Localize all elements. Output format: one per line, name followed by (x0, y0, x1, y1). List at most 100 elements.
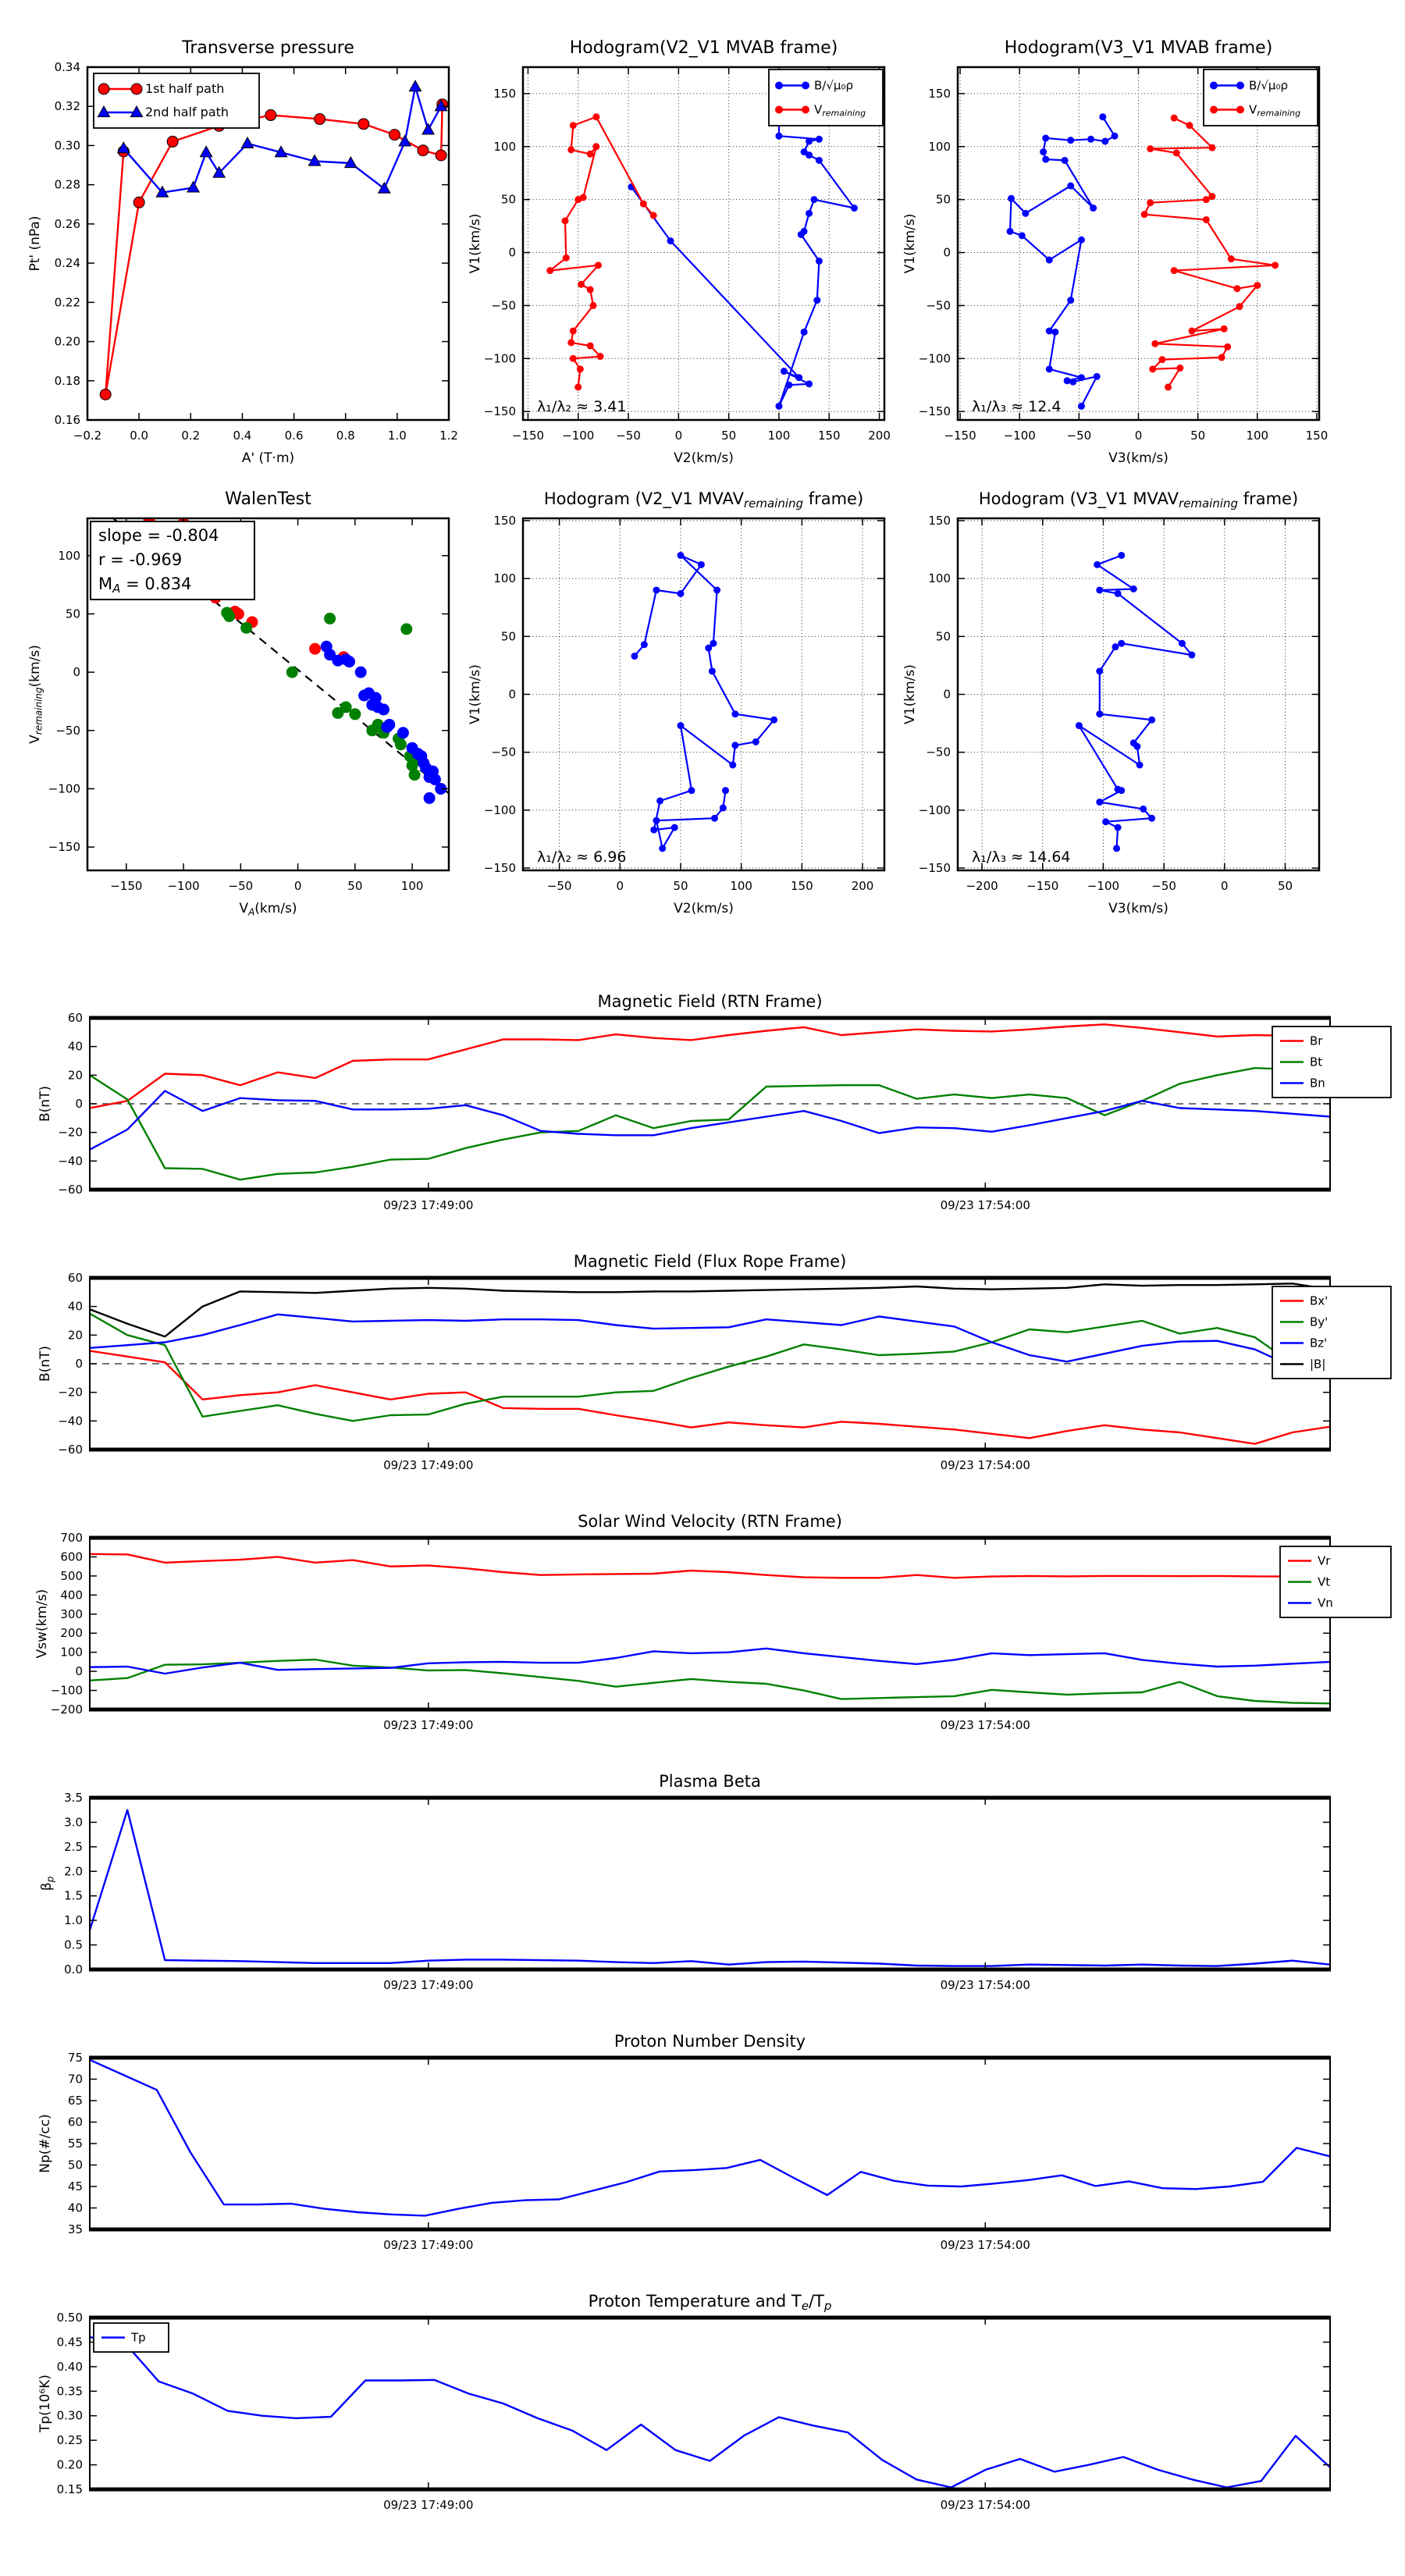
hodogram-v2v1-mvav-ytick-2: −50 (491, 745, 516, 760)
magnetic-field-rtn-ytick-5: 40 (68, 1040, 83, 1054)
walen-test-ytick-3: 0 (73, 665, 80, 679)
hodogram-v2v1-mvav-ytick-6: 150 (493, 514, 516, 528)
transverse-pressure-legend-label-1: 2nd half path (145, 105, 229, 119)
proton-number-density-title: Proton Number Density (614, 2032, 806, 2051)
magnetic-field-rtn-bn-line (90, 1090, 1330, 1151)
hodogram-v2v1-mvab-xtick-1: −100 (562, 429, 594, 443)
transverse-pressure-xlabel: A' (T·m) (242, 450, 294, 466)
hodogram-v2v1-mvab-ylabel: V1(km/s) (468, 214, 483, 274)
hodogram-v2v1-mvav-xtick-3: 100 (730, 879, 752, 893)
magnetic-field-rtn-xtick-0: 09/23 17:49:00 (383, 1198, 473, 1212)
magnetic-field-flux-rope-xtick-1: 09/23 17:54:00 (941, 1458, 1030, 1472)
transverse-pressure-ytick-1: 0.18 (55, 374, 80, 388)
proton-number-density-ytick-2: 45 (68, 2179, 83, 2194)
transverse-pressure-ytick-7: 0.30 (55, 138, 80, 152)
hodogram-v3v1-mvab-legend-label-1: Vremaining (1249, 103, 1300, 119)
walen-test-ytick-5: 100 (58, 549, 80, 563)
proton-temperature-ytick-2: 0.25 (57, 2433, 83, 2447)
hodogram-v2v1-mvav-ticks: −50 0 50 100 150 200 −150 −100 −50 0 50 100 150 (484, 514, 884, 893)
hodogram-v3v1-mvab-xtick-6: 150 (1306, 429, 1329, 443)
proton-number-density-ytick-4: 55 (68, 2137, 83, 2151)
proton-number-density-ylabel: Np(#/cc) (37, 2114, 53, 2172)
hodogram-v3v1-mvav-xtick-3: −50 (1151, 879, 1176, 893)
magnetic-field-flux-rope-b-magnitude-line (90, 1283, 1330, 1338)
magnetic-field-rtn-ytick-3: 0 (75, 1097, 83, 1111)
hodogram-v3v1-mvav-ytick-5: 100 (928, 571, 951, 585)
hodogram-v3v1-mvab-b-field-markers (1006, 113, 1119, 410)
plasma-beta-ytick-1: 0.5 (64, 1938, 83, 1952)
proton-temperature-xtick-0: 09/23 17:49:00 (383, 2498, 473, 2512)
hodogram-v2v1-mvab-ytick-4: 50 (501, 193, 516, 207)
magnetic-field-rtn-ylabel: B(nT) (37, 1086, 53, 1122)
transverse-pressure-title: Transverse pressure (181, 38, 354, 58)
transverse-pressure-xtick-6: 1.0 (388, 429, 407, 443)
hodogram-v2v1-mvav-xtick-4: 150 (791, 879, 813, 893)
magnetic-field-flux-rope-ylabel: B(nT) (37, 1346, 53, 1382)
hodogram-v2v1-mvab-xlabel: V2(km/s) (674, 450, 734, 466)
solar-wind-velocity-rtn-ylabel: Vsw(km/s) (34, 1589, 50, 1659)
hodogram-v3v1-mvav-annotation-0: λ₁/λ₃ ≈ 14.64 (972, 849, 1071, 866)
plasma-beta-ytick-3: 1.5 (64, 1889, 83, 1903)
magnetic-field-flux-rope-ytick-1: −40 (58, 1414, 83, 1428)
hodogram-v2v1-mvav-b-field-line (634, 554, 775, 849)
proton-temperature-tp-line (90, 2336, 1330, 2489)
plot-hodogram-v2v1-mvav: −50 0 50 100 150 200 −150 −100 −50 0 50 100 150 Hodog… (468, 489, 886, 916)
hodogram-v3v1-mvab-legend-label-0: B/√μ₀ρ (1249, 79, 1288, 93)
plot-walen-test: −150 −100 −50 0 50 100 −150 −100 −50 0 50 100 WalenT… (27, 489, 450, 917)
hodogram-v2v1-mvab-v-remaining-markers (546, 113, 657, 391)
hodogram-v2v1-mvab-ytick-6: 150 (493, 87, 516, 101)
magnetic-field-rtn-legend-label-0: Br (1310, 1034, 1323, 1048)
magnetic-field-flux-rope-ytick-5: 40 (68, 1300, 83, 1314)
magnetic-field-rtn-legend-label-1: Bt (1310, 1055, 1322, 1069)
transverse-pressure-xtick-2: 0.2 (181, 429, 200, 443)
plasma-beta-ticks: 09/23 17:49:00 09/23 17:54:00 0.0 0.5 1.0 1.5… (64, 1791, 1330, 1992)
plasma-beta-ytick-0: 0.0 (64, 1962, 83, 1976)
plasma-beta-ytick-7: 3.5 (64, 1791, 83, 1805)
hodogram-v3v1-mvav-xtick-0: −200 (966, 879, 998, 893)
hodogram-v3v1-mvab-ylabel: V1(km/s) (902, 214, 918, 274)
hodogram-v2v1-mvav-title: Hodogram (V2_V1 MVAVremaining frame) (544, 489, 863, 511)
hodogram-v2v1-mvab-ytick-2: −50 (491, 298, 516, 312)
walen-test-scatter-green-markers (221, 607, 424, 781)
hodogram-v2v1-mvab-title: Hodogram(V2_V1 MVAB frame) (570, 38, 838, 58)
hodogram-v2v1-mvab-ytick-0: −150 (484, 404, 516, 418)
hodogram-v2v1-mvab-ytick-3: 0 (508, 246, 516, 260)
hodogram-v3v1-mvab-ytick-4: 50 (936, 193, 951, 207)
hodogram-v3v1-mvav-ytick-0: −150 (919, 861, 951, 875)
hodogram-v3v1-mvab-ticks: −150 −100 −50 0 50 100 150 −150 −100 −50 0 50 100 150 (919, 67, 1328, 443)
hodogram-v2v1-mvav-grid (523, 518, 884, 870)
solar-wind-velocity-rtn-legend-label-0: Vr (1318, 1554, 1331, 1568)
hodogram-v2v1-mvav-xtick-1: 0 (617, 879, 624, 893)
proton-temperature-legend-label-0: Tp (130, 2331, 146, 2345)
walen-test-xlabel: VA(km/s) (239, 901, 297, 917)
transverse-pressure-xtick-0: −0.2 (73, 429, 101, 443)
plasma-beta-xtick-1: 09/23 17:54:00 (941, 1978, 1030, 1992)
hodogram-v2v1-mvab-xtick-4: 50 (721, 429, 736, 443)
transverse-pressure-ticks: −0.2 0.0 0.2 0.4 0.6 0.8 1.0 1.2 0.16 0.18 0.20 0.2… (55, 60, 458, 443)
hodogram-v2v1-mvab-xtick-5: 100 (768, 429, 791, 443)
hodogram-v2v1-mvab-xtick-6: 150 (818, 429, 841, 443)
hodogram-v3v1-mvav-ytick-4: 50 (936, 629, 951, 643)
proton-number-density-xtick-0: 09/23 17:49:00 (383, 2238, 473, 2252)
walen-test-xtick-2: −50 (229, 879, 254, 893)
hodogram-v3v1-mvab-xtick-5: 100 (1246, 429, 1268, 443)
transverse-pressure-frame (86, 66, 450, 422)
proton-temperature-xtick-1: 09/23 17:54:00 (941, 2498, 1030, 2512)
magnetic-field-rtn-ticks: 09/23 17:49:00 09/23 17:54:00 −60 −40 −20 0 20… (58, 1011, 1330, 1212)
hodogram-v2v1-mvav-ytick-5: 100 (493, 571, 516, 585)
magnetic-field-rtn-ytick-6: 60 (68, 1011, 83, 1025)
hodogram-v2v1-mvab-xtick-3: 0 (675, 429, 683, 443)
plot-hodogram-v3v1-mvab: −150 −100 −50 0 50 100 150 −150 −100 −50 0 50 100 150… (902, 38, 1328, 466)
plasma-beta-ytick-2: 1.0 (64, 1913, 83, 1927)
proton-number-density-ytick-6: 65 (68, 2094, 83, 2108)
magnetic-field-flux-rope-title: Magnetic Field (Flux Rope Frame) (574, 1252, 847, 1271)
plasma-beta-title: Plasma Beta (659, 1772, 761, 1791)
magnetic-field-flux-rope-legend-label-1: By' (1310, 1315, 1328, 1329)
proton-number-density-ytick-3: 50 (68, 2158, 83, 2172)
hodogram-v3v1-mvab-ytick-3: 0 (943, 246, 951, 260)
plasma-beta-ytick-5: 2.5 (64, 1840, 83, 1854)
hodogram-v3v1-mvab-ytick-5: 100 (928, 140, 951, 154)
walen-test-ytick-4: 50 (66, 607, 80, 621)
plot-transverse-pressure: −0.2 0.0 0.2 0.4 0.6 0.8 1.0 1.2 0.16 0.18 0.20 0.2… (27, 38, 458, 466)
